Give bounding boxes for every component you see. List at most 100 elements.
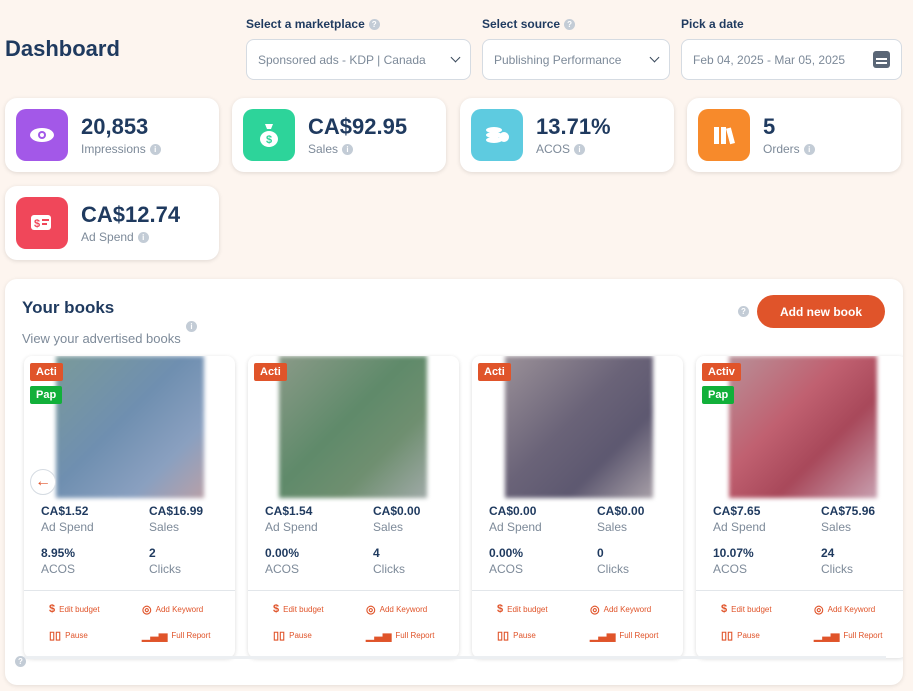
target-icon: ◎ xyxy=(142,604,152,616)
date-value: Feb 04, 2025 - Mar 05, 2025 xyxy=(693,52,846,67)
chevron-down-icon xyxy=(649,52,660,63)
pause-icon: ▯▯ xyxy=(273,630,286,642)
pause-button[interactable]: ▯▯ Pause xyxy=(49,630,88,642)
stat-label: Sales xyxy=(308,142,339,157)
divider xyxy=(248,590,459,591)
acos-label: ACOS xyxy=(41,562,76,576)
coins-icon xyxy=(471,109,523,161)
stat-card-impressions: 20,853 Impressions i xyxy=(5,98,219,172)
ad-spend-value: CA$7.65 xyxy=(713,504,761,518)
stat-card-sales: $ CA$92.95 Sales i xyxy=(232,98,446,172)
edit-budget-button[interactable]: $ Edit budget xyxy=(721,603,772,615)
ad-spend-label: Ad Spend xyxy=(41,520,94,534)
pause-icon: ▯▯ xyxy=(497,630,510,642)
stat-card-orders: 5 Orders i xyxy=(687,98,901,172)
bar-chart-icon: ▁▃▅ xyxy=(366,630,392,642)
books-title: Your books xyxy=(22,298,115,317)
status-badge: Acti xyxy=(254,363,287,381)
full-report-button[interactable]: ▁▃▅ Full Report xyxy=(590,630,659,642)
book-cover-image[interactable] xyxy=(505,356,653,498)
clicks-value: 24 xyxy=(821,546,835,560)
sales-label: Sales xyxy=(373,520,404,534)
sales-value: CA$75.96 xyxy=(821,504,876,518)
ad-spend-label: Ad Spend xyxy=(713,520,766,534)
info-icon[interactable]: i xyxy=(149,143,161,155)
info-icon[interactable]: i xyxy=(186,321,197,332)
acos-label: ACOS xyxy=(713,562,748,576)
sales-label: Sales xyxy=(597,520,628,534)
source-label: Select source? xyxy=(482,17,576,31)
status-badge: Acti xyxy=(478,363,511,381)
dollar-icon: $ xyxy=(273,603,280,615)
info-icon[interactable]: i xyxy=(803,143,815,155)
ad-spend-value: CA$0.00 xyxy=(489,504,537,518)
divider xyxy=(24,590,235,591)
marketplace-value: Sponsored ads - KDP | Canada xyxy=(258,52,426,67)
format-badge: Pap xyxy=(30,386,63,404)
add-keyword-button[interactable]: ◎ Add Keyword xyxy=(814,604,876,616)
pause-icon: ▯▯ xyxy=(721,630,734,642)
book-cover-image[interactable] xyxy=(729,356,877,498)
carousel-scrollbar[interactable] xyxy=(24,656,886,659)
edit-budget-button[interactable]: $ Edit budget xyxy=(273,603,324,615)
book-card: Acti CA$1.54 Ad Spend CA$0.00 Sales 0.00% A… xyxy=(248,356,459,658)
divider xyxy=(696,590,903,591)
pause-button[interactable]: ▯▯ Pause xyxy=(273,630,312,642)
ad-spend-label: Ad Spend xyxy=(489,520,542,534)
add-keyword-button[interactable]: ◎ Add Keyword xyxy=(366,604,428,616)
bill-icon: $ xyxy=(16,197,68,249)
add-keyword-button[interactable]: ◎ Add Keyword xyxy=(590,604,652,616)
pause-button[interactable]: ▯▯ Pause xyxy=(497,630,536,642)
sales-value: CA$0.00 xyxy=(597,504,645,518)
full-report-button[interactable]: ▁▃▅ Full Report xyxy=(142,630,211,642)
chevron-down-icon xyxy=(450,52,461,63)
add-keyword-button[interactable]: ◎ Add Keyword xyxy=(142,604,204,616)
ad-spend-value: CA$1.54 xyxy=(265,504,313,518)
dollar-icon: $ xyxy=(497,603,504,615)
eye-icon xyxy=(16,109,68,161)
help-icon[interactable]: ? xyxy=(368,18,380,30)
clicks-label: Clicks xyxy=(149,562,181,576)
target-icon: ◎ xyxy=(366,604,376,616)
book-cover-image[interactable] xyxy=(279,356,427,498)
pause-button[interactable]: ▯▯ Pause xyxy=(721,630,760,642)
sales-label: Sales xyxy=(149,520,180,534)
acos-label: ACOS xyxy=(265,562,300,576)
page-title: Dashboard xyxy=(5,36,120,61)
pause-icon: ▯▯ xyxy=(49,630,62,642)
source-select[interactable]: Publishing Performance xyxy=(482,39,670,80)
books-icon xyxy=(698,109,750,161)
books-panel: Your books View your advertised books i … xyxy=(5,279,903,685)
stat-card-acos: 13.71% ACOS i xyxy=(460,98,674,172)
svg-text:$: $ xyxy=(266,134,272,146)
info-icon[interactable]: i xyxy=(137,231,149,243)
bar-chart-icon: ▁▃▅ xyxy=(814,630,840,642)
acos-value: 8.95% xyxy=(41,546,76,560)
info-icon[interactable]: i xyxy=(342,143,354,155)
acos-value: 10.07% xyxy=(713,546,754,560)
clicks-label: Clicks xyxy=(821,562,853,576)
dollar-icon: $ xyxy=(721,603,728,615)
stat-card-ad-spend: $ CA$12.74 Ad Spend i xyxy=(5,186,219,260)
arrow-left-icon: ← xyxy=(35,473,51,490)
add-new-book-button[interactable]: Add new book xyxy=(757,295,885,328)
book-cover-image[interactable] xyxy=(56,356,204,498)
calendar-icon xyxy=(873,51,890,68)
marketplace-select[interactable]: Sponsored ads - KDP | Canada xyxy=(246,39,471,80)
target-icon: ◎ xyxy=(590,604,600,616)
date-picker[interactable]: Feb 04, 2025 - Mar 05, 2025 xyxy=(681,39,902,80)
full-report-button[interactable]: ▁▃▅ Full Report xyxy=(366,630,435,642)
stat-value: CA$12.74 xyxy=(81,201,181,227)
info-icon[interactable]: i xyxy=(574,143,586,155)
stat-label: Orders xyxy=(763,142,800,157)
edit-budget-button[interactable]: $ Edit budget xyxy=(49,603,100,615)
carousel-prev-button[interactable]: ← xyxy=(30,469,56,495)
full-report-button[interactable]: ▁▃▅ Full Report xyxy=(814,630,883,642)
edit-budget-button[interactable]: $ Edit budget xyxy=(497,603,548,615)
acos-label: ACOS xyxy=(489,562,524,576)
help-icon[interactable]: ? xyxy=(15,656,26,667)
help-icon[interactable]: ? xyxy=(564,18,576,30)
bar-chart-icon: ▁▃▅ xyxy=(142,630,168,642)
help-icon[interactable]: ? xyxy=(738,306,749,317)
stat-value: 5 xyxy=(763,113,776,139)
